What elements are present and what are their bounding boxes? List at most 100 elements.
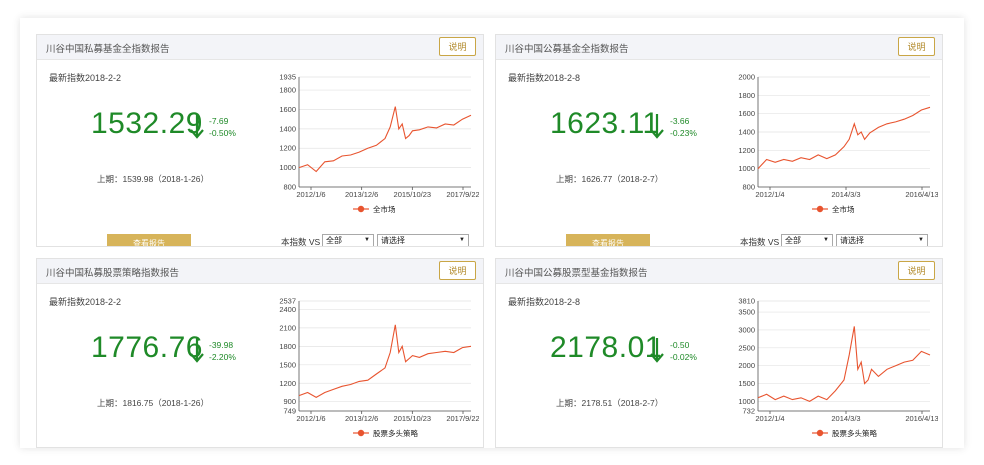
x-tick-label: 2012/1/6	[296, 190, 325, 199]
y-tick-label: 2537	[279, 297, 296, 306]
down-arrow-icon	[190, 114, 204, 139]
compare-select-all[interactable]: 全部 ▼	[781, 234, 833, 246]
report-panel-private-all: 川谷中国私募基金全指数报告 说明 最新指数2018-2-2 1532.29 -7…	[36, 34, 484, 247]
legend-label: 全市场	[373, 204, 396, 214]
panel-title: 川谷中国私募股票策略指数报告	[46, 268, 180, 279]
y-tick-label: 1935	[279, 73, 296, 82]
compare-select-choose[interactable]: 请选择 ▼	[836, 234, 928, 246]
latest-date: 最新指数2018-2-8	[508, 297, 581, 307]
y-tick-label: 1200	[279, 144, 296, 153]
panel-title: 川谷中国公募股票型基金指数报告	[505, 268, 648, 279]
compare-select-choose[interactable]: 请选择 ▼	[377, 234, 469, 246]
x-tick-label: 2014/3/3	[831, 414, 860, 423]
view-report-button[interactable]: 查看报告	[107, 234, 191, 246]
panel-header: 川谷中国公募基金全指数报告 说明	[496, 35, 942, 60]
report-panel-public-equity: 川谷中国公募股票型基金指数报告 说明 最新指数2018-2-8 2178.01 …	[495, 258, 943, 448]
change-pct: -0.50%	[209, 128, 236, 138]
y-tick-label: 1800	[738, 91, 755, 100]
y-tick-label: 1000	[738, 397, 755, 406]
previous-value: 上期：1539.98（2018-1-26）	[97, 174, 209, 184]
legend-label: 全市场	[832, 204, 855, 214]
report-grid: 川谷中国私募基金全指数报告 说明 最新指数2018-2-2 1532.29 -7…	[20, 18, 964, 448]
previous-value: 上期：1626.77（2018-2-7）	[556, 174, 664, 184]
change-pct: -0.23%	[670, 128, 697, 138]
y-tick-label: 3810	[738, 297, 755, 306]
x-tick-label: 2017/9/22	[446, 414, 479, 423]
y-tick-label: 2400	[279, 305, 296, 314]
series-line	[757, 106, 931, 170]
explain-button[interactable]: 说明	[898, 37, 935, 56]
x-tick-label: 2017/9/22	[446, 190, 479, 199]
legend-label: 股票多头策略	[832, 428, 877, 438]
latest-date: 最新指数2018-2-2	[49, 297, 122, 307]
x-tick-label: 2013/12/6	[345, 414, 378, 423]
y-tick-label: 900	[283, 397, 296, 406]
y-tick-label: 1200	[738, 146, 755, 155]
previous-value: 上期：1816.75（2018-1-26）	[97, 398, 209, 408]
down-arrow-icon	[650, 338, 664, 363]
compare-select-all[interactable]: 全部 ▼	[322, 234, 374, 246]
x-tick-label: 2012/1/4	[755, 414, 784, 423]
y-tick-label: 732	[742, 407, 755, 416]
down-arrow-icon	[190, 338, 204, 363]
x-tick-label: 2016/4/13	[905, 414, 938, 423]
y-tick-label: 1800	[279, 342, 296, 351]
index-value: 1532.29	[91, 107, 203, 140]
x-tick-label: 2016/4/13	[905, 190, 938, 199]
report-panel-private-equity: 川谷中国私募股票策略指数报告 说明 最新指数2018-2-2 1776.76 -…	[36, 258, 484, 448]
change-abs: -0.50	[670, 340, 690, 350]
x-tick-label: 2015/10/23	[394, 414, 432, 423]
x-tick-label: 2013/12/6	[345, 190, 378, 199]
series-line	[757, 326, 931, 403]
change-abs: -7.69	[209, 116, 229, 126]
compare-label: 本指数 VS	[740, 237, 780, 247]
legend-marker	[816, 429, 824, 437]
down-arrow-icon	[650, 114, 664, 139]
y-tick-label: 1500	[738, 379, 755, 388]
y-tick-label: 1200	[279, 379, 296, 388]
legend-marker	[357, 205, 365, 213]
panel-title: 川谷中国私募基金全指数报告	[46, 44, 170, 55]
panel-header: 川谷中国私募基金全指数报告 说明	[37, 35, 483, 60]
y-tick-label: 2000	[738, 73, 755, 82]
y-tick-label: 800	[283, 183, 296, 192]
x-tick-label: 2012/1/4	[755, 190, 784, 199]
y-tick-label: 1800	[279, 86, 296, 95]
change-abs: -3.66	[670, 116, 690, 126]
previous-value: 上期：2178.51（2018-2-7）	[556, 398, 664, 408]
index-value: 2178.01	[550, 331, 662, 364]
y-tick-label: 1500	[279, 360, 296, 369]
view-report-button[interactable]: 查看报告	[566, 234, 650, 246]
latest-date: 最新指数2018-2-8	[508, 73, 581, 83]
y-tick-label: 800	[742, 183, 755, 192]
y-tick-label: 749	[283, 407, 296, 416]
explain-button[interactable]: 说明	[898, 261, 935, 280]
change-pct: -0.02%	[670, 352, 697, 362]
panel-title: 川谷中国公募基金全指数报告	[505, 44, 629, 55]
y-tick-label: 2100	[279, 323, 296, 332]
report-panel-public-all: 川谷中国公募基金全指数报告 说明 最新指数2018-2-8 1623.11 -3…	[495, 34, 943, 247]
y-tick-label: 1600	[738, 109, 755, 118]
y-tick-label: 1000	[738, 164, 755, 173]
x-tick-label: 2014/3/3	[831, 190, 860, 199]
change-pct: -2.20%	[209, 352, 236, 362]
explain-button[interactable]: 说明	[439, 261, 476, 280]
latest-date: 最新指数2018-2-2	[49, 73, 122, 83]
index-value: 1776.76	[91, 331, 203, 364]
y-tick-label: 2500	[738, 343, 755, 352]
series-line	[298, 106, 472, 173]
explain-button[interactable]: 说明	[439, 37, 476, 56]
y-tick-label: 3000	[738, 325, 755, 334]
panel-header: 川谷中国公募股票型基金指数报告 说明	[496, 259, 942, 284]
x-tick-label: 2012/1/6	[296, 414, 325, 423]
legend-marker	[357, 429, 365, 437]
y-tick-label: 2000	[738, 361, 755, 370]
change-abs: -39.98	[209, 340, 234, 350]
series-line	[298, 324, 472, 399]
legend-marker	[816, 205, 824, 213]
y-tick-label: 1600	[279, 105, 296, 114]
legend-label: 股票多头策略	[373, 428, 418, 438]
